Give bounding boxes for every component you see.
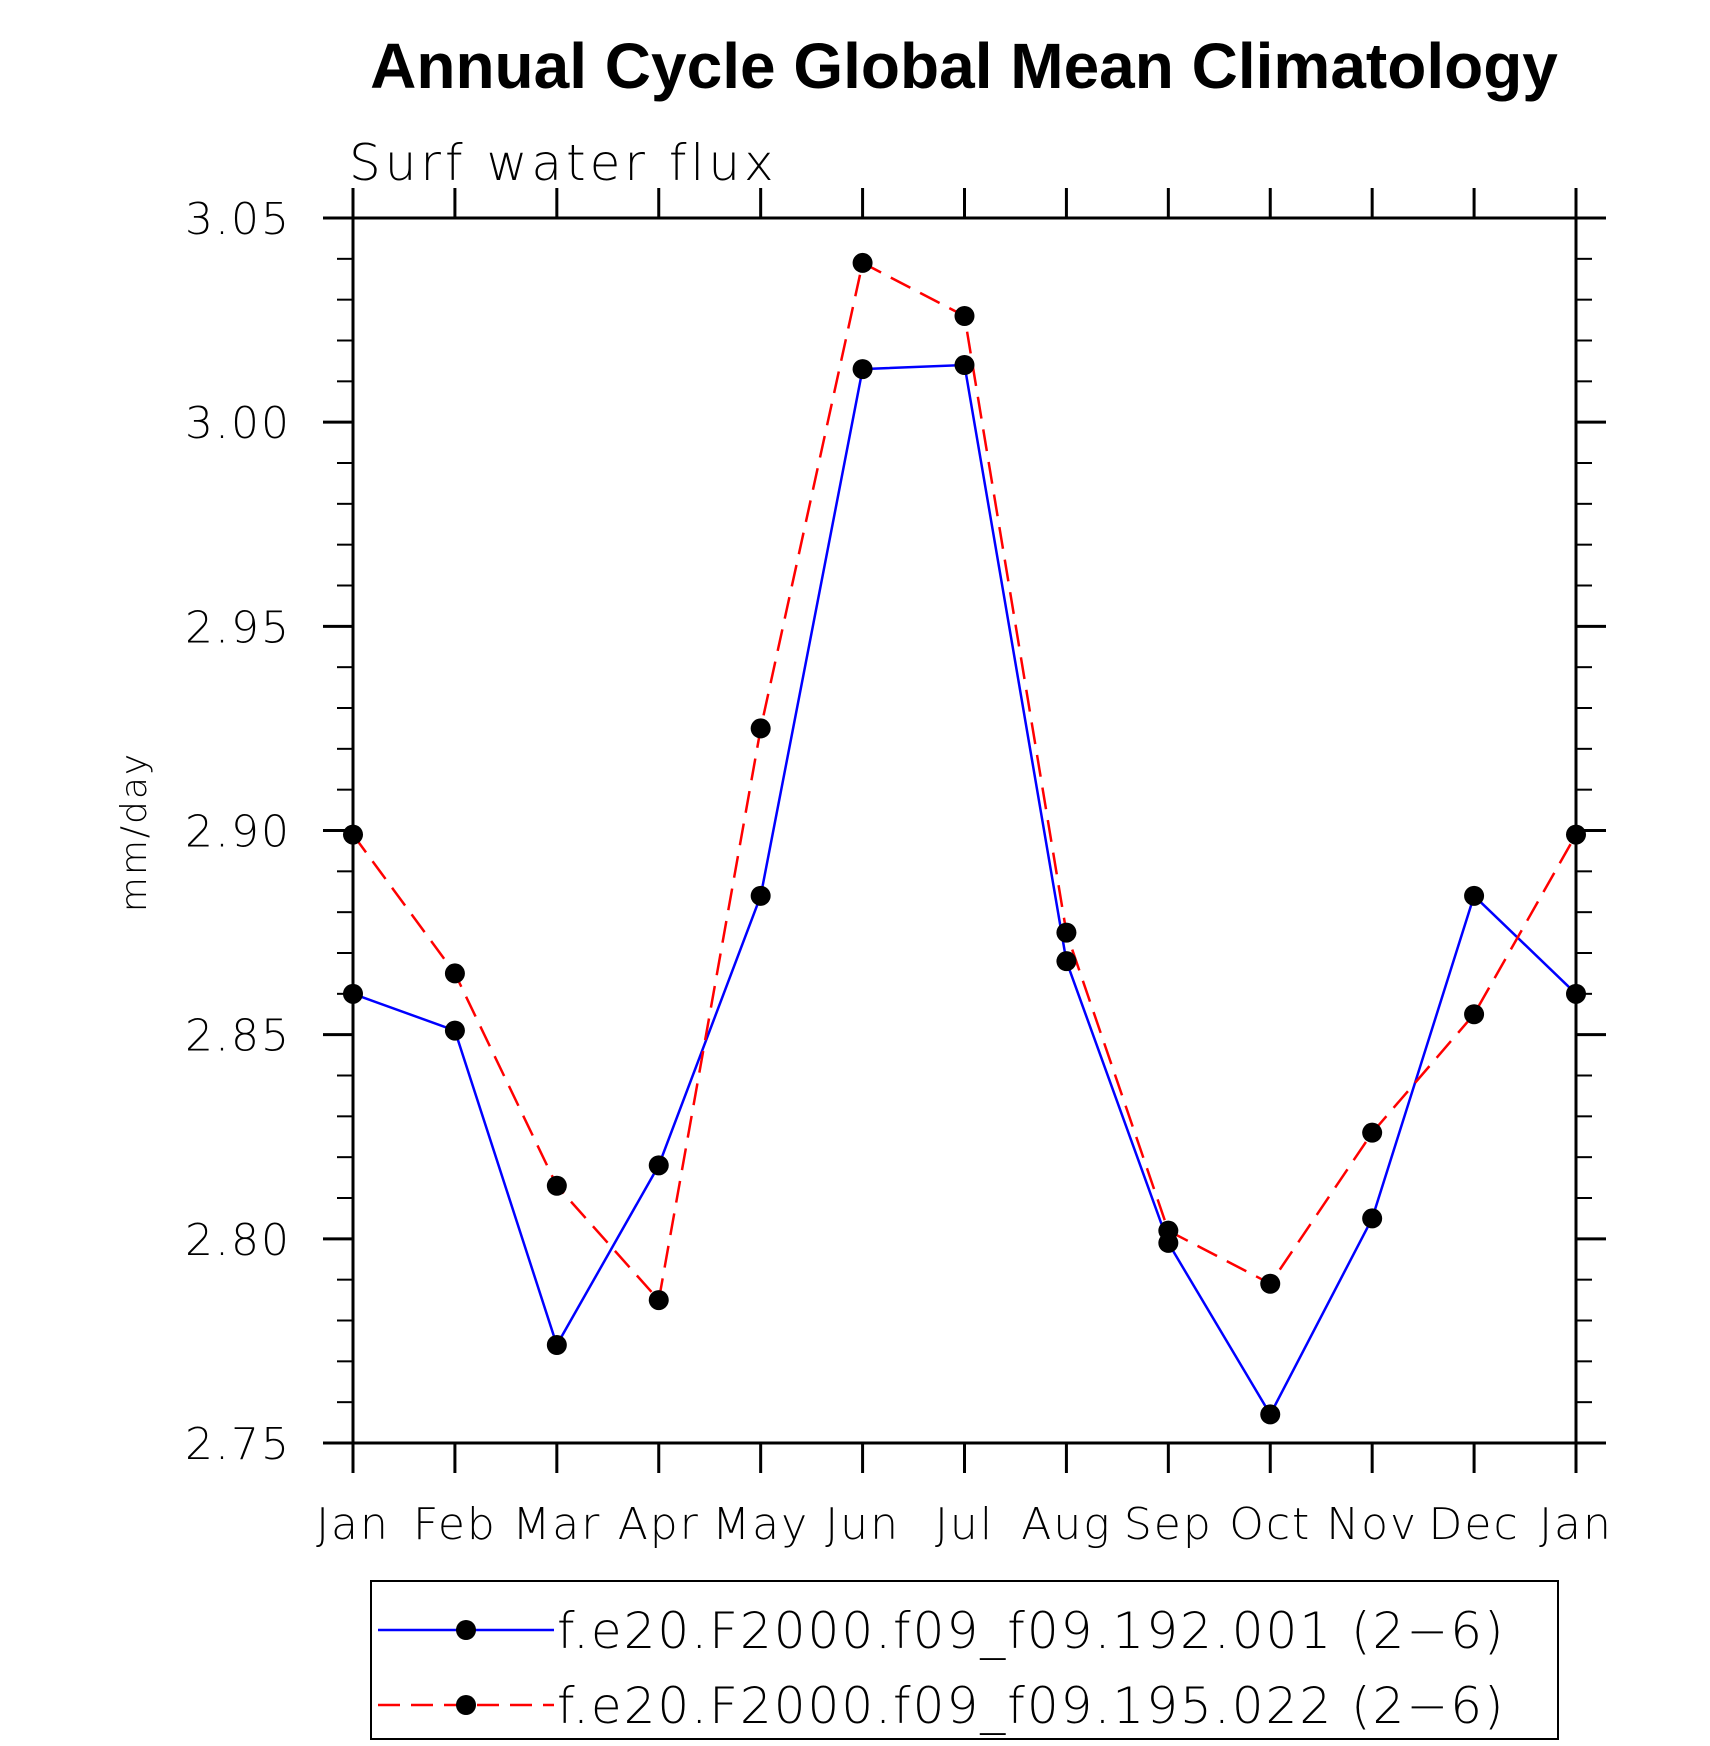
legend-marker-1 xyxy=(456,1620,476,1640)
x-tick-label: Jul xyxy=(935,1499,994,1550)
chart-title: Annual Cycle Global Mean Climatology xyxy=(370,30,1558,102)
y-tick-labels: 2.75 2.80 2.85 2.90 2.95 3.00 3.05 xyxy=(185,194,291,1470)
x-tick-label: May xyxy=(712,1499,809,1550)
legend-label-1: f.e20.F2000.f09_f09.192.001 (2−6) xyxy=(557,1602,1506,1660)
series-line-1 xyxy=(352,363,1577,1417)
y-tick-label: 2.75 xyxy=(185,1419,291,1470)
plot-frame xyxy=(351,216,1578,1445)
data-point-series-2 xyxy=(444,963,465,984)
y-axis-label: mm/day xyxy=(114,752,155,912)
data-point-series-2 xyxy=(1158,1220,1179,1241)
data-point-series-2 xyxy=(648,1290,669,1311)
x-tick-label: Oct xyxy=(1229,1499,1311,1550)
series-lines xyxy=(351,261,1578,1417)
data-point-series-1 xyxy=(444,1020,465,1041)
x-tick-label: Jan xyxy=(1539,1499,1613,1550)
data-point-series-1 xyxy=(1362,1208,1383,1229)
data-point-series-1 xyxy=(1566,983,1586,1004)
series-line-2 xyxy=(351,261,1578,1303)
x-tick-label: Mar xyxy=(512,1499,601,1550)
data-point-series-2 xyxy=(1056,922,1077,943)
data-point-series-1 xyxy=(1260,1404,1281,1425)
legend-label-2: f.e20.F2000.f09_f09.195.022 (2−6) xyxy=(557,1677,1506,1735)
x-tick-label: Feb xyxy=(413,1499,497,1550)
data-point-series-2 xyxy=(1566,824,1586,845)
data-point-series-1 xyxy=(546,1335,567,1355)
data-point-series-2 xyxy=(852,252,873,273)
x-tick-label: Jan xyxy=(316,1499,390,1550)
legend: f.e20.F2000.f09_f09.192.001 (2−6) f.e20.F… xyxy=(370,1580,1559,1740)
data-point-series-2 xyxy=(750,718,771,739)
data-point-series-1 xyxy=(343,983,363,1004)
y-tick-label: 2.95 xyxy=(185,602,291,653)
y-tick-label: 2.85 xyxy=(185,1011,291,1062)
data-point-series-1 xyxy=(1464,885,1485,906)
x-tick-label: Sep xyxy=(1124,1499,1213,1550)
data-point-series-1 xyxy=(648,1155,669,1176)
data-point-series-1 xyxy=(1056,951,1077,972)
y-tick-label: 3.00 xyxy=(185,398,291,449)
x-tick-label: Nov xyxy=(1326,1499,1418,1550)
x-tick-label: Apr xyxy=(618,1499,700,1550)
x-tick-label: Dec xyxy=(1429,1499,1520,1550)
legend-marker-2 xyxy=(456,1695,476,1715)
chart-subtitle: Surf water flux xyxy=(349,134,778,192)
data-point-series-2 xyxy=(546,1175,567,1196)
data-point-series-1 xyxy=(852,359,873,380)
data-point-series-2 xyxy=(1464,1004,1485,1025)
y-tick-label: 2.90 xyxy=(185,807,291,858)
y-tick-label: 3.05 xyxy=(185,194,291,245)
data-point-series-2 xyxy=(954,306,975,326)
data-point-series-1 xyxy=(750,885,771,906)
x-tick-label: Aug xyxy=(1021,1499,1111,1550)
series-points xyxy=(343,252,1586,1425)
data-point-series-2 xyxy=(1362,1122,1383,1143)
x-tick-labels: Jan Feb Mar Apr May Jun Jul Aug Sep Oct Nov Dec Jan xyxy=(316,1499,1613,1550)
data-point-series-2 xyxy=(343,824,363,845)
data-point-series-1 xyxy=(954,355,975,375)
data-point-series-2 xyxy=(1260,1273,1281,1294)
legend-box xyxy=(370,1580,1559,1740)
x-tick-label: Jun xyxy=(825,1499,900,1550)
axis-ticks xyxy=(323,188,1606,1473)
y-tick-label: 2.80 xyxy=(185,1215,291,1266)
